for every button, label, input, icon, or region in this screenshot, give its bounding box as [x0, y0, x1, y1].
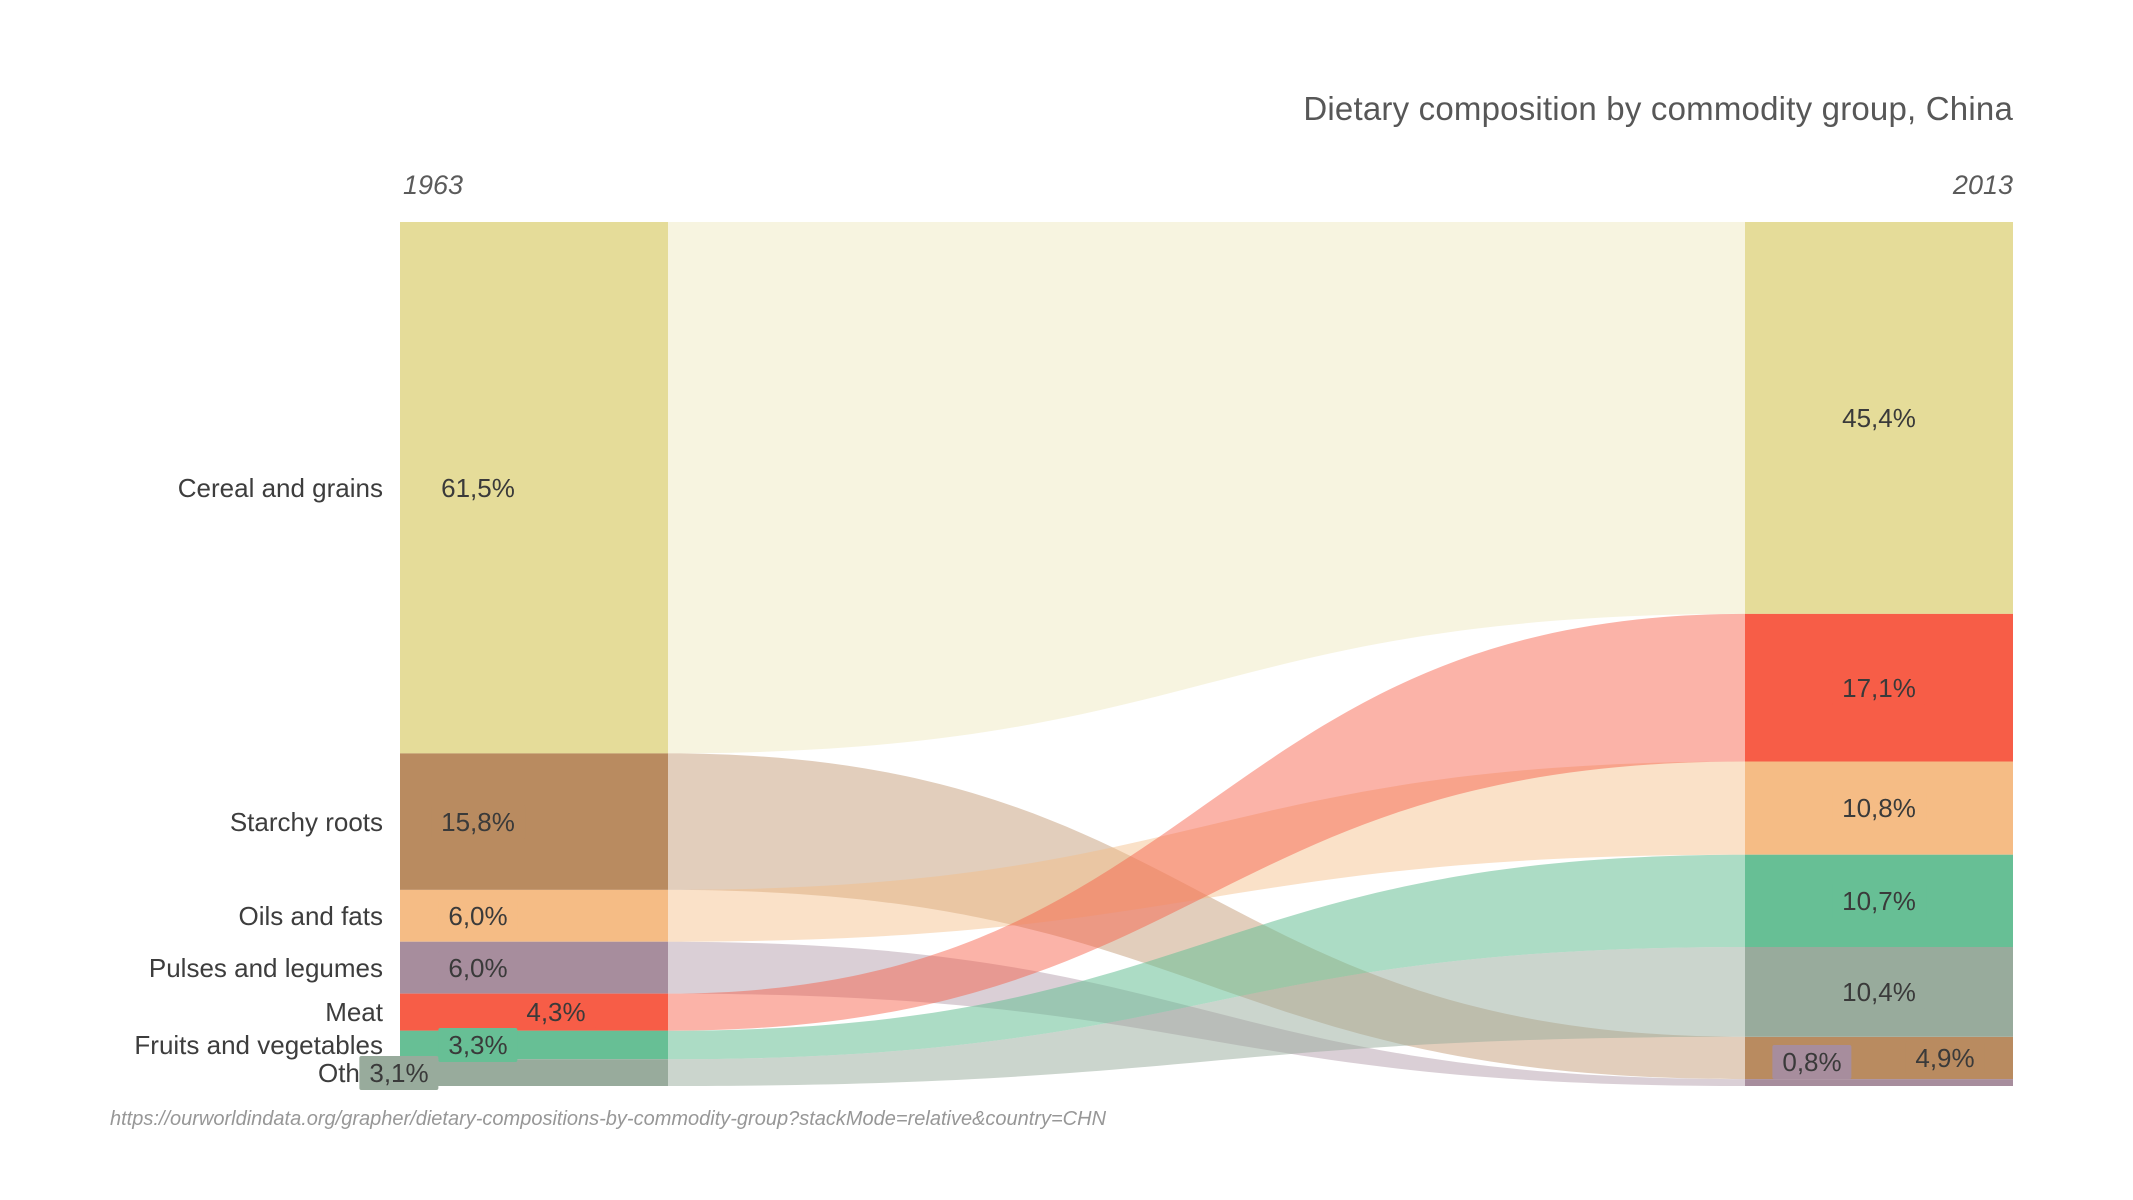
flow-oils-and-fats[interactable]	[668, 761, 1745, 942]
category-label-starchy-roots: Starchy roots	[229, 807, 383, 837]
value-label-right-starchy-roots: 4,9%	[1905, 1041, 1985, 1075]
flow-other[interactable]	[668, 947, 1745, 1086]
bar-right-pulses-and-legumes[interactable]	[1745, 1079, 2013, 1086]
flow-starchy-roots[interactable]	[668, 753, 1745, 1080]
flow-meat[interactable]	[668, 613, 1745, 1031]
value-label-right-cereal-and-grains: 45,4%	[1832, 401, 1926, 435]
value-label-right-fruits-and-vegetables: 10,7%	[1832, 884, 1926, 918]
category-label-cereal-and-grains: Cereal and grains	[177, 473, 383, 503]
category-label-meat: Meat	[325, 997, 383, 1027]
value-label-right-oils-and-fats: 10,8%	[1832, 791, 1926, 825]
value-label-right-other: 10,4%	[1832, 975, 1926, 1009]
flow-fruits-and-vegetables[interactable]	[668, 854, 1745, 1060]
source-url: https://ourworldindata.org/grapher/dieta…	[110, 1108, 1107, 1130]
value-label-left-meat: 4,3%	[516, 995, 596, 1029]
value-label-left-oils-and-fats: 6,0%	[438, 899, 518, 933]
bar-left-other[interactable]	[400, 1059, 668, 1086]
value-label-left-other: 3,1%	[359, 1056, 439, 1090]
year-label-right: 2013	[1952, 170, 2013, 200]
year-label-left: 1963	[403, 170, 464, 200]
value-label-left-fruits-and-vegetables: 3,3%	[438, 1028, 518, 1062]
value-label-right-pulses-and-legumes: 0,8%	[1772, 1045, 1852, 1079]
value-label-left-starchy-roots: 15,8%	[431, 805, 525, 839]
category-label-fruits-and-vegetables: Fruits and vegetables	[134, 1030, 383, 1060]
value-label-left-cereal-and-grains: 61,5%	[431, 471, 525, 505]
value-label-right-meat: 17,1%	[1832, 671, 1926, 705]
category-label-pulses-and-legumes: Pulses and legumes	[148, 953, 383, 983]
chart-title: Dietary composition by commodity group, …	[1303, 90, 2013, 127]
category-label-oils-and-fats: Oils and fats	[238, 901, 383, 931]
value-label-left-pulses-and-legumes: 6,0%	[438, 951, 518, 985]
flow-cereal-and-grains[interactable]	[668, 222, 1745, 754]
